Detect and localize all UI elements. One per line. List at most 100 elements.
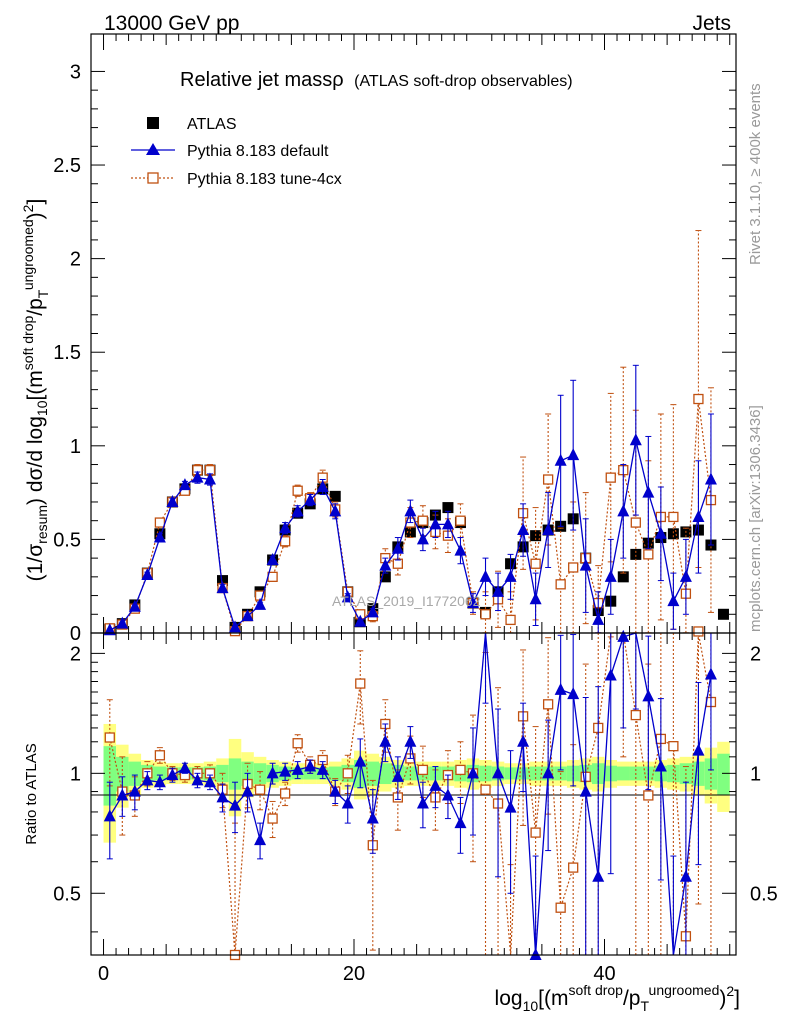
main-y-label: (1/σresum) dσ/d log10[(msoft drop/pTungr…	[20, 199, 51, 582]
ratio-tune-point	[104, 732, 115, 743]
main-default-point	[216, 581, 229, 594]
main-tune-point	[392, 558, 403, 569]
ratio-default-point	[141, 773, 154, 786]
x-tick-label: 20	[343, 963, 365, 985]
main-title: Relative jet massρ (ATLAS soft-drop obse…	[180, 69, 573, 91]
main-default-point	[291, 504, 304, 517]
main-default-point	[366, 605, 379, 618]
ratio-default-point	[554, 682, 567, 695]
main-default-point	[654, 526, 667, 539]
ratio-ytick-label-right: 2	[750, 643, 761, 665]
main-default-point	[116, 616, 129, 629]
ratio-default-point	[203, 775, 216, 788]
main-title-sub: (ATLAS soft-drop observables)	[354, 73, 572, 90]
ratio-default-point	[166, 768, 179, 781]
ratio-default-point	[642, 689, 655, 702]
ratio-tune-point	[542, 699, 554, 710]
ratio-default-point	[692, 743, 705, 756]
main-atlas-point	[442, 502, 454, 514]
main-default-point	[454, 543, 467, 556]
ratio-ytick-label: 2	[70, 643, 81, 665]
ratio-tune-point	[455, 764, 466, 776]
main-ytick-label: 1.5	[53, 342, 81, 364]
ratio-default-point	[604, 668, 617, 681]
main-default-point	[529, 592, 542, 605]
ratio-y-ticks: 0.5 0.5 1 1 2 2	[53, 643, 778, 933]
ratio-tune-point	[568, 862, 579, 873]
ratio-default-point	[266, 766, 279, 779]
ratio-default-point	[216, 790, 229, 803]
ratio-tune-point	[417, 764, 429, 776]
main-default-point	[141, 567, 154, 580]
ratio-series	[103, 626, 717, 961]
main-tune-point	[643, 549, 654, 560]
ratio-tune-point	[643, 790, 654, 801]
ratio-tune-point	[693, 626, 704, 637]
main-y-ticks: 0 0.5 1 1.5 2 2.5 3	[53, 61, 736, 645]
x-tick-label: 0	[98, 963, 109, 985]
x-tick-label: 40	[593, 963, 615, 985]
mcplots-label: mcplots.cern.ch [arXiv:1306.3436]	[747, 405, 764, 632]
ratio-default-point	[617, 629, 630, 642]
ratio-plot-area	[90, 632, 737, 956]
ratio-band-inner	[103, 746, 117, 806]
main-atlas-point	[617, 571, 629, 583]
ratio-default-point	[567, 687, 580, 700]
main-default-point	[404, 504, 417, 517]
main-default-point	[341, 590, 354, 603]
main-tune-point	[455, 515, 466, 526]
ratio-default-point	[178, 761, 191, 774]
main-tune-point	[630, 517, 641, 528]
main-tune-point	[505, 614, 516, 626]
main-tune-point	[417, 515, 429, 526]
main-default-point	[617, 504, 630, 517]
ratio-default-point	[542, 766, 555, 779]
main-default-point	[704, 472, 717, 485]
ratio-tune-point	[279, 788, 291, 799]
main-default-point	[579, 558, 592, 571]
main-tune-point	[555, 579, 566, 590]
ratio-tune-line	[109, 632, 712, 956]
ratio-default-point	[128, 784, 141, 797]
main-default-point	[128, 599, 141, 612]
main-default-point	[479, 569, 492, 582]
ratio-default-point	[366, 811, 379, 824]
ratio-default-point	[241, 784, 254, 797]
ratio-default-point	[416, 796, 429, 809]
main-default-point	[429, 517, 442, 530]
main-atlas-point	[667, 528, 679, 540]
ratio-default-point	[504, 800, 517, 813]
ratio-tune-point	[154, 750, 166, 761]
main-tune-point	[542, 474, 554, 485]
main-tune-point	[693, 393, 704, 405]
ratio-default-line	[109, 632, 712, 956]
ratio-default-point	[191, 773, 204, 786]
ratio-tune-point	[480, 784, 491, 795]
main-default-point	[667, 594, 680, 607]
ratio-band-inner	[617, 766, 630, 781]
ratio-default-point	[379, 734, 392, 747]
header-left: 13000 GeV pp	[104, 12, 239, 35]
main-default-point	[379, 558, 392, 571]
main-default-point	[103, 623, 116, 636]
ratio-default-point	[404, 734, 417, 747]
main-default-point	[279, 521, 292, 534]
ratio-default-point	[316, 762, 329, 775]
ratio-default-point	[153, 775, 166, 788]
ratio-band-inner	[328, 766, 342, 781]
main-panel: 0 0.5 1 1.5 2 2.5 3 ATLAS_2019_I1772062 Relati…	[20, 33, 737, 645]
ratio-ytick-label-right: 1	[750, 763, 761, 785]
main-ytick-label: 0.5	[53, 529, 81, 551]
ratio-default-point	[354, 754, 367, 767]
ratio-tune-point	[630, 709, 641, 721]
main-default-point	[517, 523, 530, 536]
main-default-point	[592, 612, 605, 625]
main-tune-point	[568, 562, 579, 573]
ratio-band-inner	[128, 761, 142, 786]
ratio-default-point	[654, 759, 667, 772]
ratio-tune-point	[254, 784, 266, 795]
ratio-default-point	[429, 778, 442, 791]
ratio-default-point	[529, 948, 542, 960]
x-axis-label: log10[(msoft drop/pTungroomed)2]	[495, 982, 740, 1014]
ratio-default-point	[341, 796, 354, 809]
